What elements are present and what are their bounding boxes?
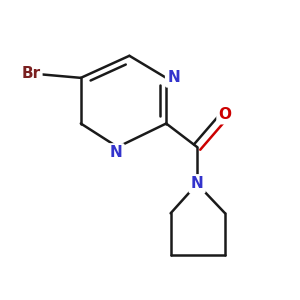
Text: N: N: [110, 146, 122, 160]
Text: O: O: [219, 107, 232, 122]
Text: Br: Br: [21, 66, 40, 81]
Text: N: N: [167, 70, 180, 86]
Text: N: N: [110, 146, 122, 160]
Text: N: N: [191, 176, 203, 191]
Text: Br: Br: [21, 66, 40, 81]
Text: O: O: [219, 107, 232, 122]
Text: N: N: [167, 70, 180, 86]
Text: N: N: [191, 176, 203, 191]
